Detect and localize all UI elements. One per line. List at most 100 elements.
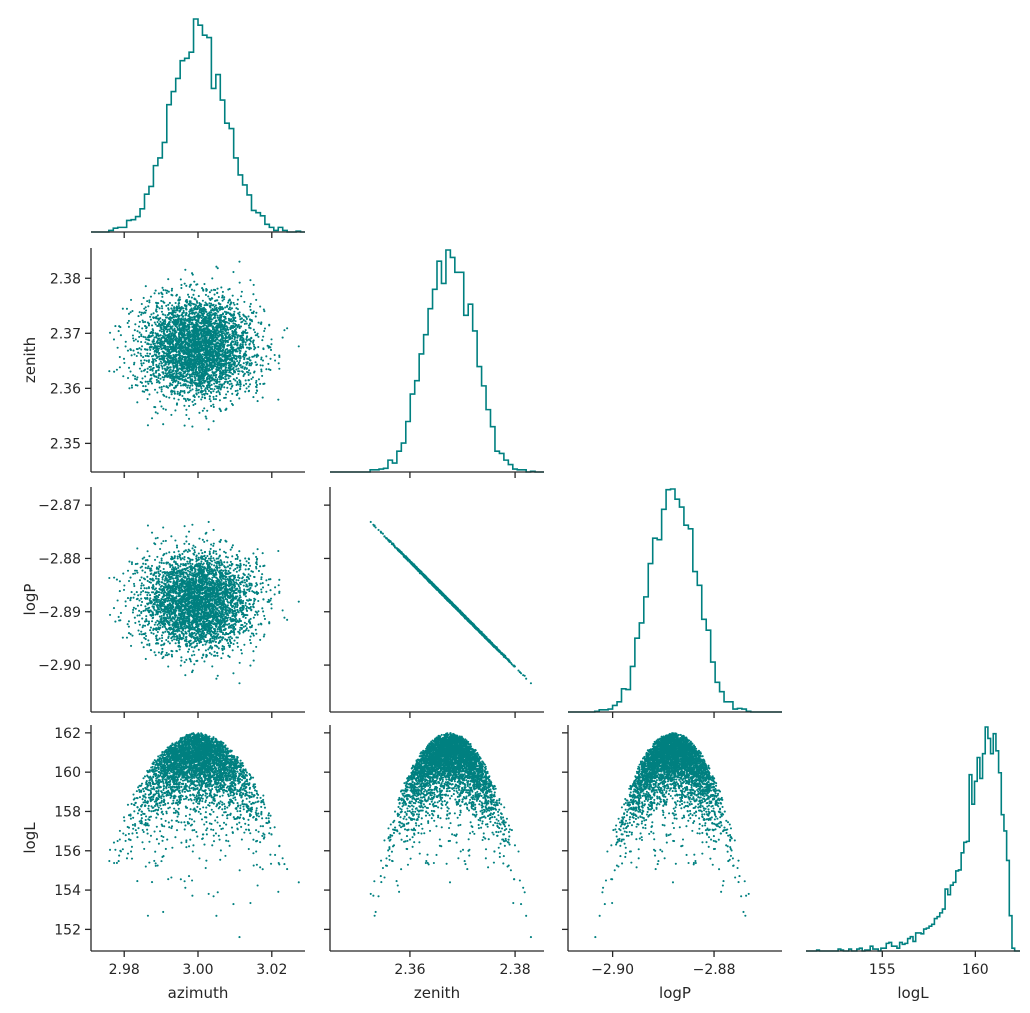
scatter-point bbox=[260, 368, 263, 371]
scatter-point bbox=[188, 373, 191, 376]
scatter-point bbox=[136, 604, 139, 607]
scatter-point bbox=[224, 358, 227, 361]
scatter-point bbox=[249, 340, 252, 343]
scatter-point bbox=[187, 295, 191, 299]
scatter-point bbox=[193, 297, 196, 301]
scatter-point bbox=[236, 566, 239, 569]
scatter-point bbox=[235, 323, 238, 327]
scatter-point bbox=[215, 359, 218, 362]
scatter-point bbox=[245, 322, 248, 325]
scatter-point bbox=[201, 409, 204, 412]
scatter-point bbox=[231, 294, 234, 297]
scatter-point bbox=[219, 329, 222, 332]
scatter-point bbox=[233, 310, 236, 313]
scatter-point bbox=[201, 339, 204, 342]
scatter-point bbox=[174, 409, 177, 412]
scatter-point bbox=[194, 365, 198, 368]
scatter-point bbox=[166, 342, 169, 345]
scatter-point bbox=[176, 368, 179, 371]
scatter-point bbox=[244, 604, 247, 607]
scatter-point bbox=[206, 380, 209, 383]
scatter-point bbox=[204, 334, 207, 337]
scatter-point bbox=[144, 563, 147, 566]
scatter-point bbox=[228, 358, 231, 361]
scatter-point bbox=[205, 347, 208, 350]
scatter-point bbox=[221, 355, 224, 358]
scatter-point bbox=[261, 374, 264, 377]
scatter-point bbox=[132, 349, 135, 352]
scatter-point bbox=[162, 342, 166, 345]
scatter-point bbox=[139, 380, 142, 384]
scatter-point bbox=[142, 385, 145, 388]
scatter-point bbox=[165, 373, 168, 376]
scatter-point bbox=[129, 370, 132, 373]
scatter-point bbox=[223, 355, 226, 358]
scatter-point bbox=[238, 397, 241, 400]
scatter-point bbox=[257, 321, 260, 324]
scatter-point bbox=[229, 380, 232, 383]
scatter-point bbox=[244, 390, 247, 393]
scatter-point bbox=[116, 599, 119, 602]
scatter-point bbox=[212, 398, 215, 401]
scatter-point bbox=[112, 338, 116, 341]
scatter-point bbox=[200, 387, 203, 390]
scatter-point bbox=[239, 383, 242, 386]
scatter-point bbox=[207, 374, 211, 377]
scatter-point bbox=[186, 349, 189, 352]
scatter-point bbox=[148, 301, 151, 304]
scatter-point bbox=[152, 347, 155, 350]
scatter-point bbox=[228, 306, 231, 309]
scatter-point bbox=[161, 358, 164, 361]
scatter-point bbox=[134, 569, 137, 572]
scatter-point bbox=[201, 372, 204, 375]
scatter-point bbox=[138, 347, 141, 350]
scatter-point bbox=[248, 305, 252, 308]
scatter-point bbox=[132, 339, 135, 342]
scatter-point bbox=[192, 327, 195, 330]
scatter-point bbox=[179, 278, 182, 281]
scatter-point bbox=[164, 320, 167, 324]
scatter-point bbox=[241, 336, 244, 339]
scatter-point bbox=[182, 327, 186, 330]
scatter-point bbox=[226, 386, 229, 389]
scatter-point bbox=[185, 413, 188, 417]
scatter-point bbox=[171, 381, 174, 384]
scatter-point bbox=[193, 289, 196, 292]
scatter-point bbox=[239, 388, 242, 391]
scatter-point bbox=[136, 340, 139, 343]
scatter-point bbox=[183, 378, 186, 382]
scatter-point bbox=[146, 367, 149, 370]
scatter-point bbox=[194, 325, 197, 329]
scatter-point bbox=[162, 378, 165, 381]
scatter-point bbox=[270, 607, 273, 610]
scatter-point bbox=[162, 407, 165, 410]
scatter-point bbox=[230, 320, 233, 323]
scatter-point bbox=[193, 315, 196, 318]
scatter-point bbox=[212, 405, 215, 409]
scatter-point bbox=[158, 329, 161, 332]
scatter-point bbox=[179, 330, 182, 333]
scatter-point bbox=[228, 363, 231, 367]
scatter-point bbox=[166, 328, 169, 331]
scatter-point bbox=[151, 324, 154, 327]
scatter-point bbox=[202, 321, 206, 324]
scatter-point bbox=[191, 425, 194, 428]
scatter-point bbox=[239, 345, 242, 348]
scatter-point bbox=[278, 367, 281, 370]
scatter-point bbox=[201, 353, 204, 356]
scatter-point bbox=[239, 385, 242, 388]
scatter-point bbox=[259, 382, 262, 385]
scatter-point bbox=[176, 392, 179, 395]
scatter-point bbox=[155, 335, 158, 338]
scatter-point bbox=[224, 330, 227, 333]
scatter-point bbox=[136, 614, 139, 617]
scatter-point bbox=[153, 406, 156, 409]
scatter-point bbox=[225, 332, 229, 335]
scatter-point bbox=[161, 367, 164, 370]
scatter-point bbox=[181, 342, 184, 345]
scatter-point bbox=[186, 342, 189, 345]
scatter-point bbox=[174, 319, 177, 322]
scatter-point bbox=[191, 384, 194, 387]
scatter-point bbox=[155, 302, 158, 305]
scatter-point bbox=[223, 324, 226, 327]
